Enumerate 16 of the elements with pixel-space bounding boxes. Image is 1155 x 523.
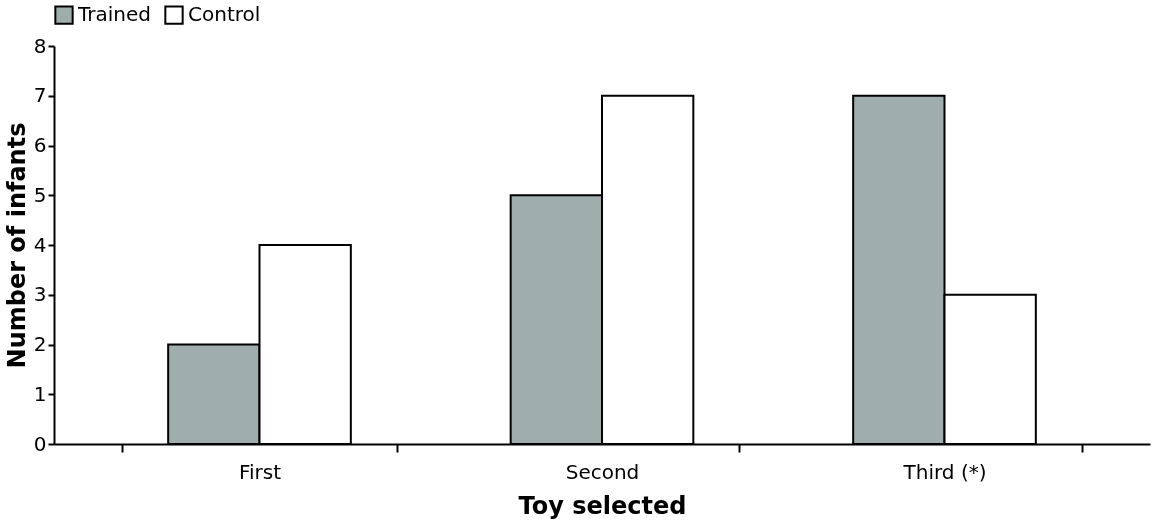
- x-tick-label: First: [238, 459, 282, 484]
- x-tick-label: Third (*): [902, 459, 987, 484]
- y-tick-label: 5: [33, 182, 47, 207]
- y-tick-label: 6: [33, 133, 47, 157]
- y-tick-label: 4: [33, 232, 47, 257]
- y-tick-label: 7: [33, 83, 47, 108]
- x-axis-title: Toy selected: [518, 491, 687, 520]
- y-axis-title: Number of infants: [2, 122, 31, 369]
- x-tick-label: Second: [565, 459, 640, 484]
- legend-label: Trained: [77, 2, 151, 27]
- y-tick-label: 0: [33, 431, 47, 456]
- y-tick-label: 8: [33, 33, 47, 58]
- y-tick-label: 2: [33, 332, 47, 356]
- y-tick-label: 1: [33, 381, 47, 406]
- y-tick-label: 3: [33, 282, 47, 307]
- legend-label: Control: [188, 2, 261, 27]
